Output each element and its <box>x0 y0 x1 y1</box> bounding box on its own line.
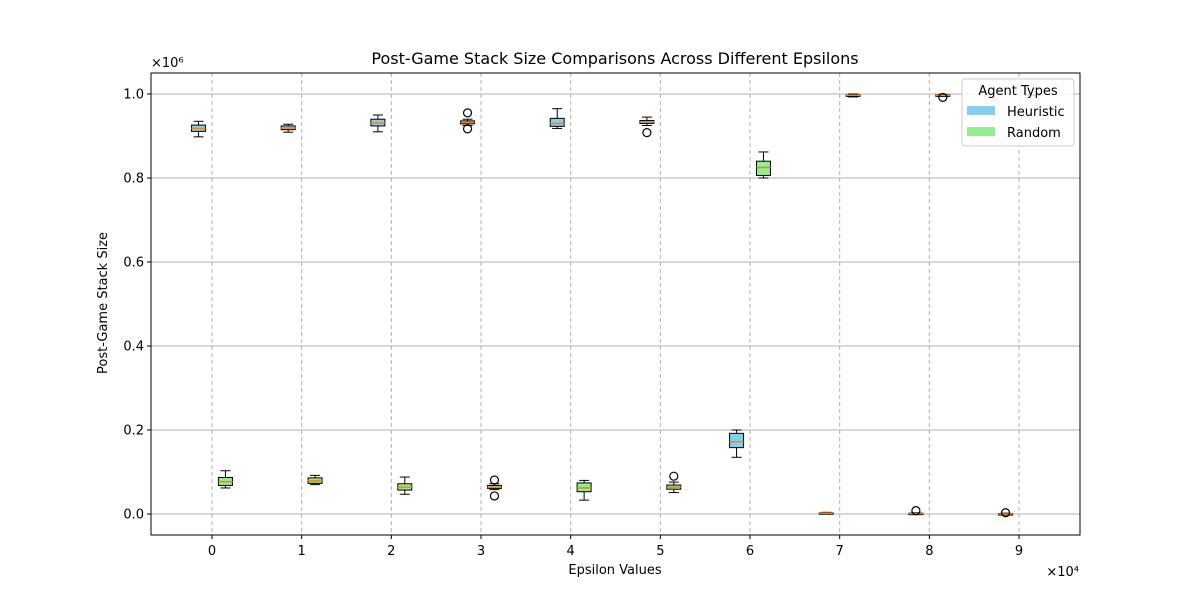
legend-title: Agent Types <box>978 84 1057 99</box>
heuristic-box <box>280 123 296 133</box>
outlier-point <box>938 92 948 102</box>
outlier-point <box>489 491 500 501</box>
x-multiplier-label: ×10⁴ <box>1046 565 1079 580</box>
heuristic-box <box>549 108 565 129</box>
x-tick-label: 1 <box>298 544 306 559</box>
heuristic-box <box>818 511 834 515</box>
random-box <box>666 471 682 494</box>
x-tick-label: 2 <box>387 544 395 559</box>
plot-frame <box>150 72 1081 536</box>
y-tick-label: 1.0 <box>123 88 144 103</box>
heuristic-box <box>191 120 207 138</box>
heuristic-box <box>998 508 1014 518</box>
random-box <box>845 93 861 98</box>
outlier-point <box>642 128 652 138</box>
iqr-box <box>755 160 771 176</box>
random-box <box>486 475 502 501</box>
heuristic-box <box>370 114 386 133</box>
heuristic-box <box>639 116 655 138</box>
chart-title: Post-Game Stack Size Comparisons Across … <box>371 49 858 68</box>
x-tick-label: 8 <box>925 544 933 559</box>
random-box <box>397 476 413 495</box>
outlier-point <box>911 506 921 516</box>
grid-layer <box>151 73 1080 535</box>
y-tick-label: 0.4 <box>123 340 144 355</box>
iqr-box <box>729 432 745 449</box>
random-box <box>307 474 323 486</box>
tick-layer: 0.0 0.2 0.4 0.6 0.8 1.0 0 1 2 3 4 5 6 7 8 9 <box>123 88 1023 560</box>
legend: Agent Types Heuristic Random <box>961 78 1075 147</box>
iqr-box <box>549 117 565 127</box>
y-tick-label: 0.0 <box>123 508 144 523</box>
heuristic-box <box>729 429 745 458</box>
x-tick-label: 3 <box>477 544 485 559</box>
x-tick-label: 4 <box>567 544 575 559</box>
random-box <box>576 479 592 501</box>
random-box <box>217 470 233 489</box>
y-tick-label: 0.8 <box>123 172 144 187</box>
outlier-point <box>669 471 679 481</box>
random-box <box>935 92 951 102</box>
legend-swatch-random <box>967 127 995 136</box>
outlier-point <box>1000 508 1011 518</box>
x-tick-label: 6 <box>746 544 754 559</box>
x-tick-label: 5 <box>656 544 664 559</box>
y-tick-label: 0.2 <box>123 424 144 439</box>
x-tick-label: 7 <box>836 544 844 559</box>
y-tick-label: 0.6 <box>123 256 144 271</box>
x-tick-label: 9 <box>1015 544 1023 559</box>
x-tick-label: 0 <box>208 544 216 559</box>
y-multiplier-label: ×10⁶ <box>151 56 184 71</box>
random-box <box>755 151 771 179</box>
legend-label-random: Random <box>1007 126 1061 141</box>
outlier-point <box>462 108 473 118</box>
y-axis-label: Post-Game Stack Size <box>96 232 111 374</box>
legend-label-heuristic: Heuristic <box>1007 105 1065 120</box>
heuristic-box <box>908 506 924 516</box>
outlier-point <box>462 124 473 134</box>
legend-swatch-heuristic <box>967 106 995 115</box>
x-axis-label: Epsilon Values <box>568 563 661 578</box>
heuristic-box <box>460 108 476 134</box>
outlier-point <box>489 475 500 485</box>
